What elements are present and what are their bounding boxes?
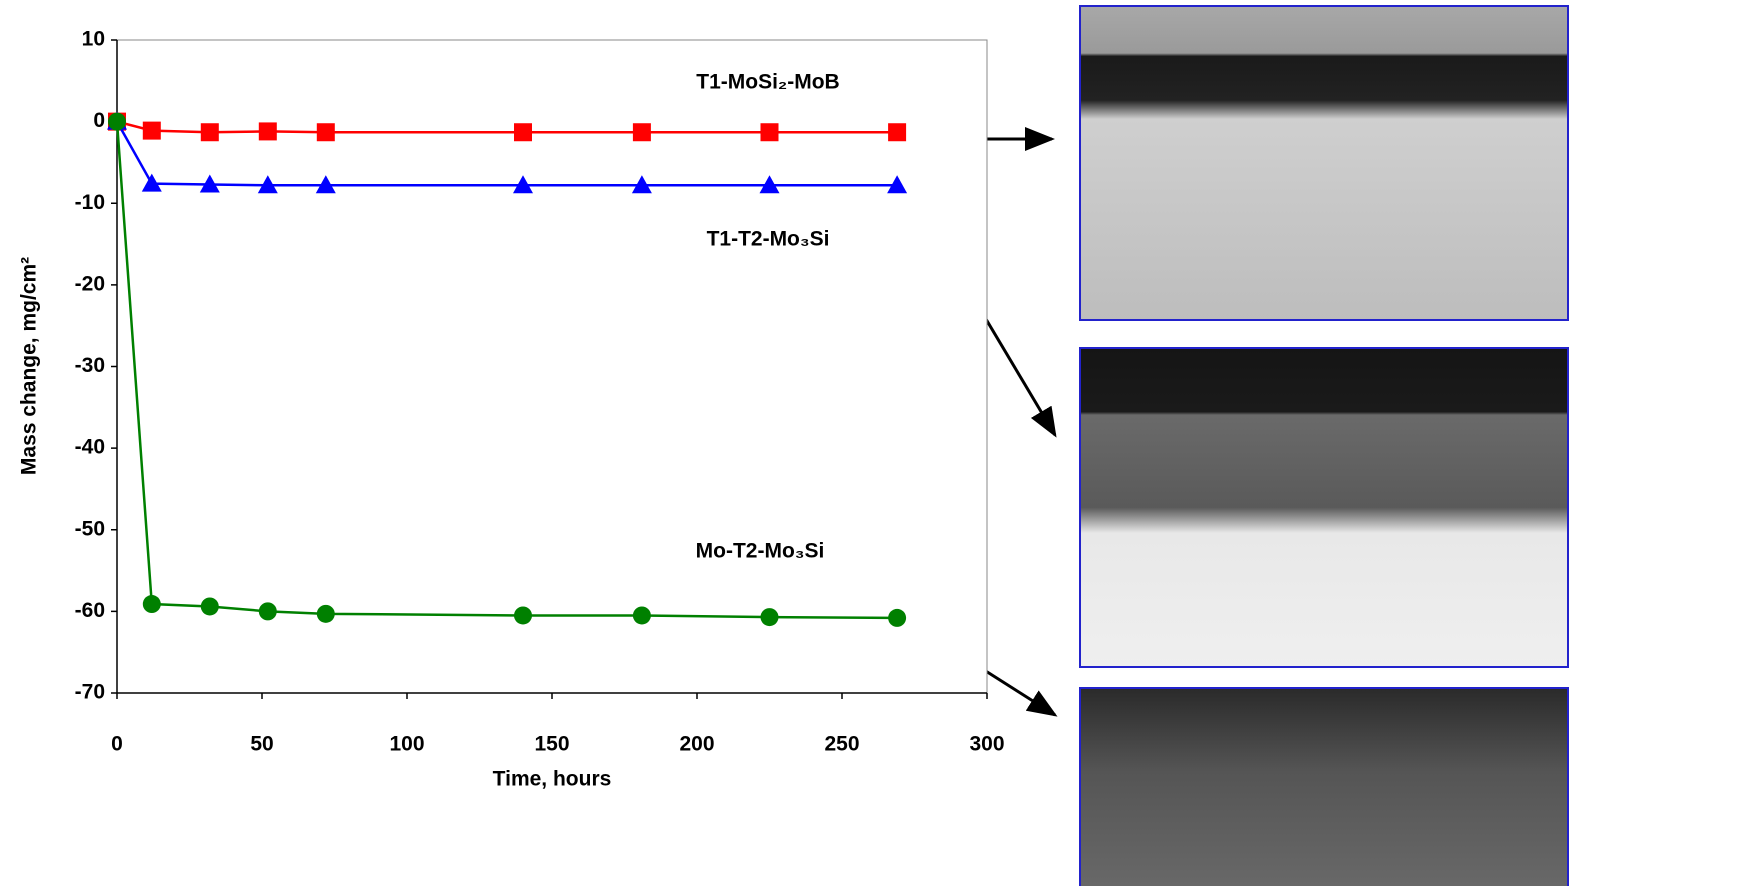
data-point [514, 606, 532, 624]
data-point [108, 113, 126, 131]
x-axis-label: Time, hours [493, 768, 612, 791]
y-tick-label: -10 [75, 191, 105, 214]
data-point [633, 123, 651, 141]
data-point [143, 595, 161, 613]
x-tick-label: 150 [534, 733, 569, 756]
data-point [201, 123, 219, 141]
data-point [888, 609, 906, 627]
data-point [514, 123, 532, 141]
series-label: Mo-T2-Mo₃Si [696, 540, 825, 563]
y-tick-label: -70 [75, 681, 105, 704]
data-point [317, 605, 335, 623]
x-tick-label: 100 [389, 733, 424, 756]
data-point [761, 608, 779, 626]
data-point [259, 602, 277, 620]
x-tick-label: 250 [824, 733, 859, 756]
micrograph [1080, 348, 1568, 667]
page: Time, hours Mass change, mg/cm² 100-10-2… [0, 0, 1746, 886]
x-tick-label: 50 [250, 733, 273, 756]
data-point [143, 122, 161, 140]
y-tick-label: 0 [93, 109, 105, 132]
x-tick-label: 200 [679, 733, 714, 756]
x-tick-label: 0 [111, 733, 123, 756]
series-label: T1-T2-Mo₃Si [707, 228, 830, 251]
y-tick-label: -30 [75, 354, 105, 377]
y-tick-label: 10 [82, 28, 105, 51]
y-tick-label: -60 [75, 599, 105, 622]
data-point [317, 123, 335, 141]
data-point [633, 606, 651, 624]
data-point [201, 597, 219, 615]
micrograph [1080, 688, 1568, 886]
data-point [259, 122, 277, 140]
x-tick-label: 300 [969, 733, 1004, 756]
y-tick-label: -40 [75, 436, 105, 459]
figure: Time, hours Mass change, mg/cm² 100-10-2… [0, 0, 1746, 886]
plot-area [117, 40, 987, 693]
y-tick-label: -20 [75, 272, 105, 295]
series-label: T1-MoSi₂-MoB [696, 71, 839, 94]
y-axis-label: Mass change, mg/cm² [18, 257, 41, 475]
micrographs [1080, 6, 1568, 886]
y-tick-label: -50 [75, 517, 105, 540]
data-point [761, 123, 779, 141]
micrograph [1080, 6, 1568, 320]
data-point [888, 123, 906, 141]
